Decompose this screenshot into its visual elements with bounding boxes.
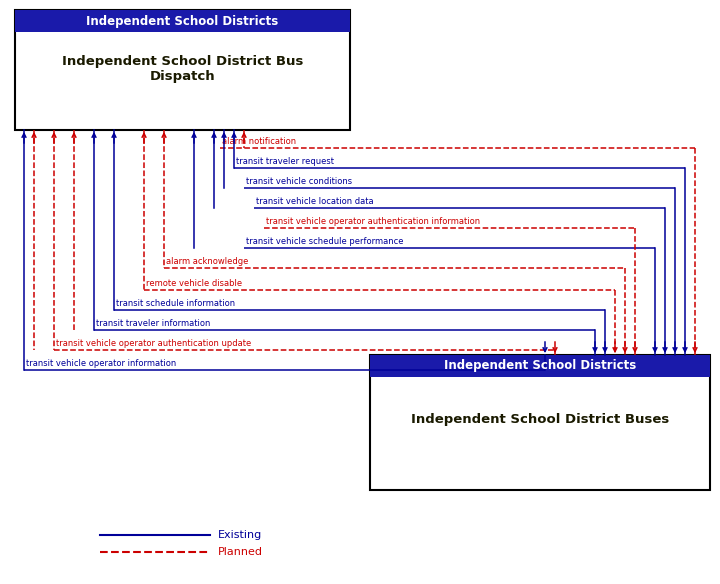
Text: transit vehicle location data: transit vehicle location data <box>256 197 374 206</box>
Text: transit schedule information: transit schedule information <box>116 299 235 308</box>
Bar <box>370 355 710 490</box>
Text: Independent School Districts: Independent School Districts <box>444 360 636 373</box>
Text: Existing: Existing <box>218 530 262 540</box>
Text: transit traveler request: transit traveler request <box>236 157 334 166</box>
Bar <box>15 10 350 32</box>
Bar <box>370 355 710 377</box>
Text: transit vehicle operator authentication information: transit vehicle operator authentication … <box>266 217 480 226</box>
Text: Independent School Districts: Independent School Districts <box>86 15 279 27</box>
Text: transit vehicle operator information: transit vehicle operator information <box>26 359 176 368</box>
Text: transit traveler information: transit traveler information <box>96 319 210 328</box>
Text: transit vehicle conditions: transit vehicle conditions <box>246 177 352 186</box>
Bar <box>15 10 350 130</box>
Text: transit vehicle schedule performance: transit vehicle schedule performance <box>246 237 403 246</box>
Text: Planned: Planned <box>218 547 263 557</box>
Text: transit vehicle operator authentication update: transit vehicle operator authentication … <box>56 339 251 348</box>
Text: alarm notification: alarm notification <box>222 137 296 146</box>
Text: Independent School District Buses: Independent School District Buses <box>411 413 669 426</box>
Text: alarm acknowledge: alarm acknowledge <box>166 257 248 266</box>
Text: remote vehicle disable: remote vehicle disable <box>146 279 242 288</box>
Text: Independent School District Bus
Dispatch: Independent School District Bus Dispatch <box>62 55 303 84</box>
